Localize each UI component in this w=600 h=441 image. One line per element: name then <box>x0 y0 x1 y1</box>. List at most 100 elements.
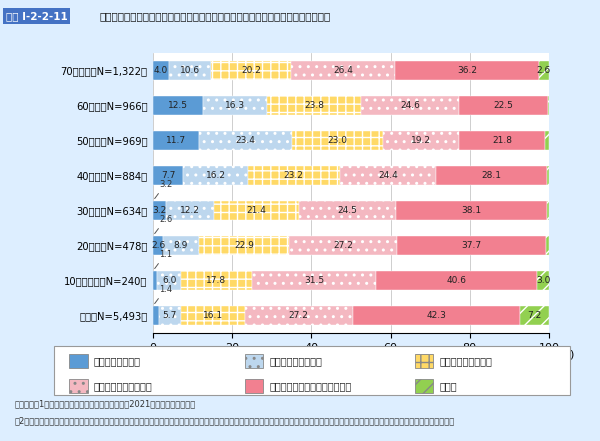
Bar <box>153 201 166 220</box>
Text: あまり当てはまらない: あまり当てはまらない <box>94 381 152 391</box>
Bar <box>251 271 376 290</box>
Bar <box>376 271 537 290</box>
Bar <box>153 236 163 255</box>
Bar <box>436 166 547 185</box>
Text: 3.2: 3.2 <box>152 206 166 215</box>
Bar <box>245 306 353 325</box>
FancyBboxPatch shape <box>245 379 263 393</box>
Text: 28.1: 28.1 <box>482 171 502 180</box>
Text: ある程度当てはまる: ある程度当てはまる <box>269 356 322 366</box>
Text: 36.2: 36.2 <box>457 66 477 75</box>
Text: 21.4: 21.4 <box>247 206 266 215</box>
Bar <box>537 271 549 290</box>
Text: 3.2: 3.2 <box>155 179 172 198</box>
Text: 17.8: 17.8 <box>206 276 226 285</box>
Bar <box>395 61 539 80</box>
Text: 4.0: 4.0 <box>154 66 168 75</box>
FancyBboxPatch shape <box>245 354 263 367</box>
Text: 2.6: 2.6 <box>151 241 165 250</box>
Text: 23.4: 23.4 <box>236 136 256 145</box>
Bar <box>153 306 158 325</box>
Text: 26.4: 26.4 <box>333 66 353 75</box>
Text: とても当てはまる: とても当てはまる <box>94 356 141 366</box>
Text: 27.2: 27.2 <box>333 241 353 250</box>
Text: 1.1: 1.1 <box>155 250 172 269</box>
Bar <box>169 61 211 80</box>
Text: 2．「あなた自身の消費意識や行動について、以下の項目がどの程度当てはまると思いますか。」との問について、「今しかできない参加型の体験やコンテンツにお金を使う」を: 2．「あなた自身の消費意識や行動について、以下の項目がどの程度当てはまると思いま… <box>15 417 455 426</box>
Bar <box>459 131 545 150</box>
Bar <box>153 166 184 185</box>
Text: 16.1: 16.1 <box>203 311 223 320</box>
Bar <box>181 306 245 325</box>
Bar <box>199 236 289 255</box>
Bar <box>153 131 199 150</box>
Text: 38.1: 38.1 <box>461 206 481 215</box>
Text: 37.7: 37.7 <box>461 241 482 250</box>
Text: 10.6: 10.6 <box>180 66 200 75</box>
Bar <box>539 61 549 80</box>
Text: 16.2: 16.2 <box>206 171 226 180</box>
Text: 7.7: 7.7 <box>161 171 175 180</box>
Text: 7.2: 7.2 <box>527 311 541 320</box>
Bar <box>153 61 169 80</box>
Text: 20.2: 20.2 <box>241 66 261 75</box>
Bar <box>546 236 549 255</box>
Text: 42.3: 42.3 <box>427 311 446 320</box>
Bar <box>289 236 397 255</box>
Text: 22.5: 22.5 <box>493 101 513 110</box>
Bar <box>340 166 436 185</box>
Bar <box>520 306 548 325</box>
Bar <box>214 201 299 220</box>
Bar <box>291 61 395 80</box>
Text: 23.2: 23.2 <box>284 171 304 180</box>
Bar <box>547 166 548 185</box>
Bar <box>396 201 547 220</box>
FancyBboxPatch shape <box>415 354 433 367</box>
Text: どちらともいえない: どちらともいえない <box>439 356 493 366</box>
Text: 31.5: 31.5 <box>304 276 324 285</box>
Bar <box>153 271 157 290</box>
Text: 2.6: 2.6 <box>537 66 551 75</box>
FancyBboxPatch shape <box>54 346 570 395</box>
Text: 24.5: 24.5 <box>337 206 357 215</box>
Text: 11.7: 11.7 <box>166 136 186 145</box>
Bar <box>383 131 459 150</box>
Text: 無回答: 無回答 <box>439 381 457 391</box>
Text: 22.9: 22.9 <box>234 241 254 250</box>
Text: 24.6: 24.6 <box>400 101 420 110</box>
Bar <box>153 96 203 115</box>
Text: 27.2: 27.2 <box>289 311 308 320</box>
Bar <box>267 96 361 115</box>
Text: 24.4: 24.4 <box>378 171 398 180</box>
FancyBboxPatch shape <box>70 379 88 393</box>
Text: 3.0: 3.0 <box>536 276 550 285</box>
X-axis label: (%): (%) <box>555 350 575 360</box>
Text: （備考）、1．消費者庁「消費者意識基本調査」（2021年度）により作成。: （備考）、1．消費者庁「消費者意識基本調査」（2021年度）により作成。 <box>15 399 196 408</box>
Bar <box>353 306 520 325</box>
Bar <box>248 166 340 185</box>
Text: 16.3: 16.3 <box>225 101 245 110</box>
Text: 6.0: 6.0 <box>162 276 176 285</box>
Text: 図表 I-2-2-11: 図表 I-2-2-11 <box>6 11 68 21</box>
Bar <box>292 131 383 150</box>
Bar <box>184 166 248 185</box>
Text: 23.0: 23.0 <box>328 136 347 145</box>
Bar <box>157 271 181 290</box>
FancyBboxPatch shape <box>415 379 433 393</box>
Text: 8.9: 8.9 <box>174 241 188 250</box>
Text: 「今しかできない参加型の体験やコンテンツにお金を使う」人の割合（年齢層別）: 「今しかできない参加型の体験やコンテンツにお金を使う」人の割合（年齢層別） <box>99 11 330 21</box>
Bar <box>299 201 396 220</box>
Bar <box>548 96 550 115</box>
FancyBboxPatch shape <box>70 354 88 367</box>
Bar <box>166 201 214 220</box>
Bar <box>203 96 267 115</box>
Text: 23.8: 23.8 <box>304 101 324 110</box>
Bar <box>545 131 548 150</box>
Text: 21.8: 21.8 <box>492 136 512 145</box>
Bar <box>211 61 291 80</box>
Bar <box>181 271 251 290</box>
Text: 1.4: 1.4 <box>155 284 172 303</box>
Text: 19.2: 19.2 <box>411 136 431 145</box>
Text: 12.5: 12.5 <box>168 101 188 110</box>
Bar <box>397 236 546 255</box>
